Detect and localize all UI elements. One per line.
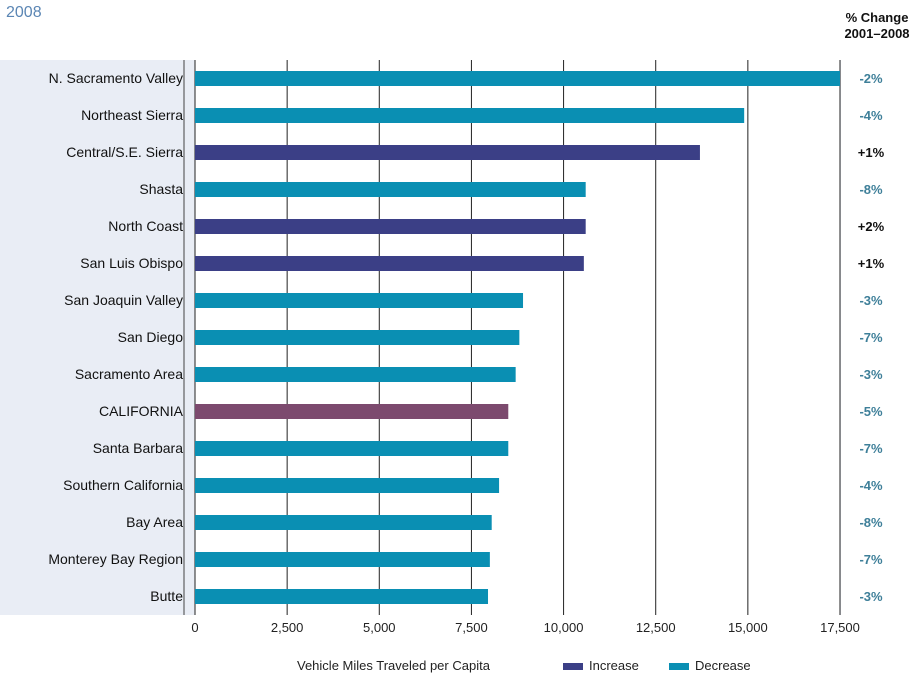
category-label: Bay Area <box>126 514 183 530</box>
pct-change-value: -3% <box>859 367 883 382</box>
bar <box>195 589 489 604</box>
pct-change-value: -7% <box>859 552 883 567</box>
pct-change-value: -7% <box>859 441 883 456</box>
bar <box>195 367 516 382</box>
category-label: Santa Barbara <box>92 440 183 456</box>
category-label: CALIFORNIA <box>98 403 183 419</box>
pct-change-value: -4% <box>859 478 883 493</box>
bar <box>195 145 700 160</box>
category-label: North Coast <box>108 218 183 234</box>
change-row-background <box>841 504 917 541</box>
bar <box>195 256 584 271</box>
bar <box>195 293 524 308</box>
change-row-background <box>841 97 917 134</box>
pct-change-header: % Change 2001–2008 <box>837 10 917 42</box>
pct-change-period: 2001–2008 <box>844 26 910 41</box>
pct-change-value: -3% <box>859 293 883 308</box>
bar <box>195 404 509 419</box>
change-row-background <box>841 208 917 245</box>
bar <box>195 108 745 123</box>
legend-decrease-swatch <box>669 663 689 670</box>
category-label: N. Sacramento Valley <box>48 70 183 86</box>
pct-change-title: % Change <box>845 10 909 25</box>
change-row-background <box>841 430 917 467</box>
category-label: Monterey Bay Region <box>48 551 183 567</box>
change-row-background <box>841 171 917 208</box>
change-row-background <box>841 393 917 430</box>
pct-change-value: -8% <box>859 182 883 197</box>
legend: Vehicle Miles Traveled per Capita Increa… <box>0 657 917 675</box>
legend-increase-swatch <box>563 663 583 670</box>
category-label: Butte <box>150 588 183 604</box>
bar <box>195 330 520 345</box>
x-tick-label: 2,500 <box>270 620 304 635</box>
bar <box>195 219 586 234</box>
x-tick-label: 12,500 <box>635 620 676 635</box>
x-tick-label: 5,000 <box>363 620 396 635</box>
change-row-background <box>841 319 917 356</box>
pct-change-value: +2% <box>857 219 885 234</box>
year-label: 2008 <box>6 4 42 21</box>
bar <box>195 515 492 530</box>
legend-decrease-label: Decrease <box>695 658 751 673</box>
bar <box>195 182 586 197</box>
legend-increase-label: Increase <box>589 658 639 673</box>
pct-change-value: -7% <box>859 330 883 345</box>
pct-change-value: -2% <box>859 71 883 86</box>
pct-change-value: -8% <box>859 515 883 530</box>
x-tick-label: 15,000 <box>727 620 768 635</box>
pct-change-value: +1% <box>857 256 885 271</box>
category-label: Northeast Sierra <box>81 107 183 123</box>
change-row-background <box>841 245 917 282</box>
category-label: San Joaquin Valley <box>64 292 183 308</box>
bar <box>195 552 490 567</box>
pct-change-value: -5% <box>859 404 883 419</box>
x-tick-label: 10,000 <box>543 620 584 635</box>
x-tick-label: 17,500 <box>820 620 860 635</box>
category-label: San Luis Obispo <box>80 255 183 271</box>
change-row-background <box>841 578 917 615</box>
x-axis-label: Vehicle Miles Traveled per Capita <box>297 658 490 673</box>
x-tick-label: 7,500 <box>455 620 488 635</box>
category-label: Central/S.E. Sierra <box>66 144 183 160</box>
pct-change-value: -4% <box>859 108 883 123</box>
change-row-background <box>841 134 917 171</box>
change-row-background <box>841 467 917 504</box>
category-label: Sacramento Area <box>74 366 183 382</box>
category-label: San Diego <box>117 329 183 345</box>
change-row-background <box>841 282 917 319</box>
change-row-background <box>841 356 917 393</box>
change-row-background <box>841 60 917 97</box>
category-label: Shasta <box>139 181 183 197</box>
bar <box>195 71 840 86</box>
pct-change-value: +1% <box>857 145 885 160</box>
bar <box>195 441 509 456</box>
bar <box>195 478 500 493</box>
x-tick-label: 0 <box>191 620 199 635</box>
change-row-background <box>841 541 917 578</box>
category-label: Southern California <box>63 477 183 493</box>
pct-change-value: -3% <box>859 589 883 604</box>
